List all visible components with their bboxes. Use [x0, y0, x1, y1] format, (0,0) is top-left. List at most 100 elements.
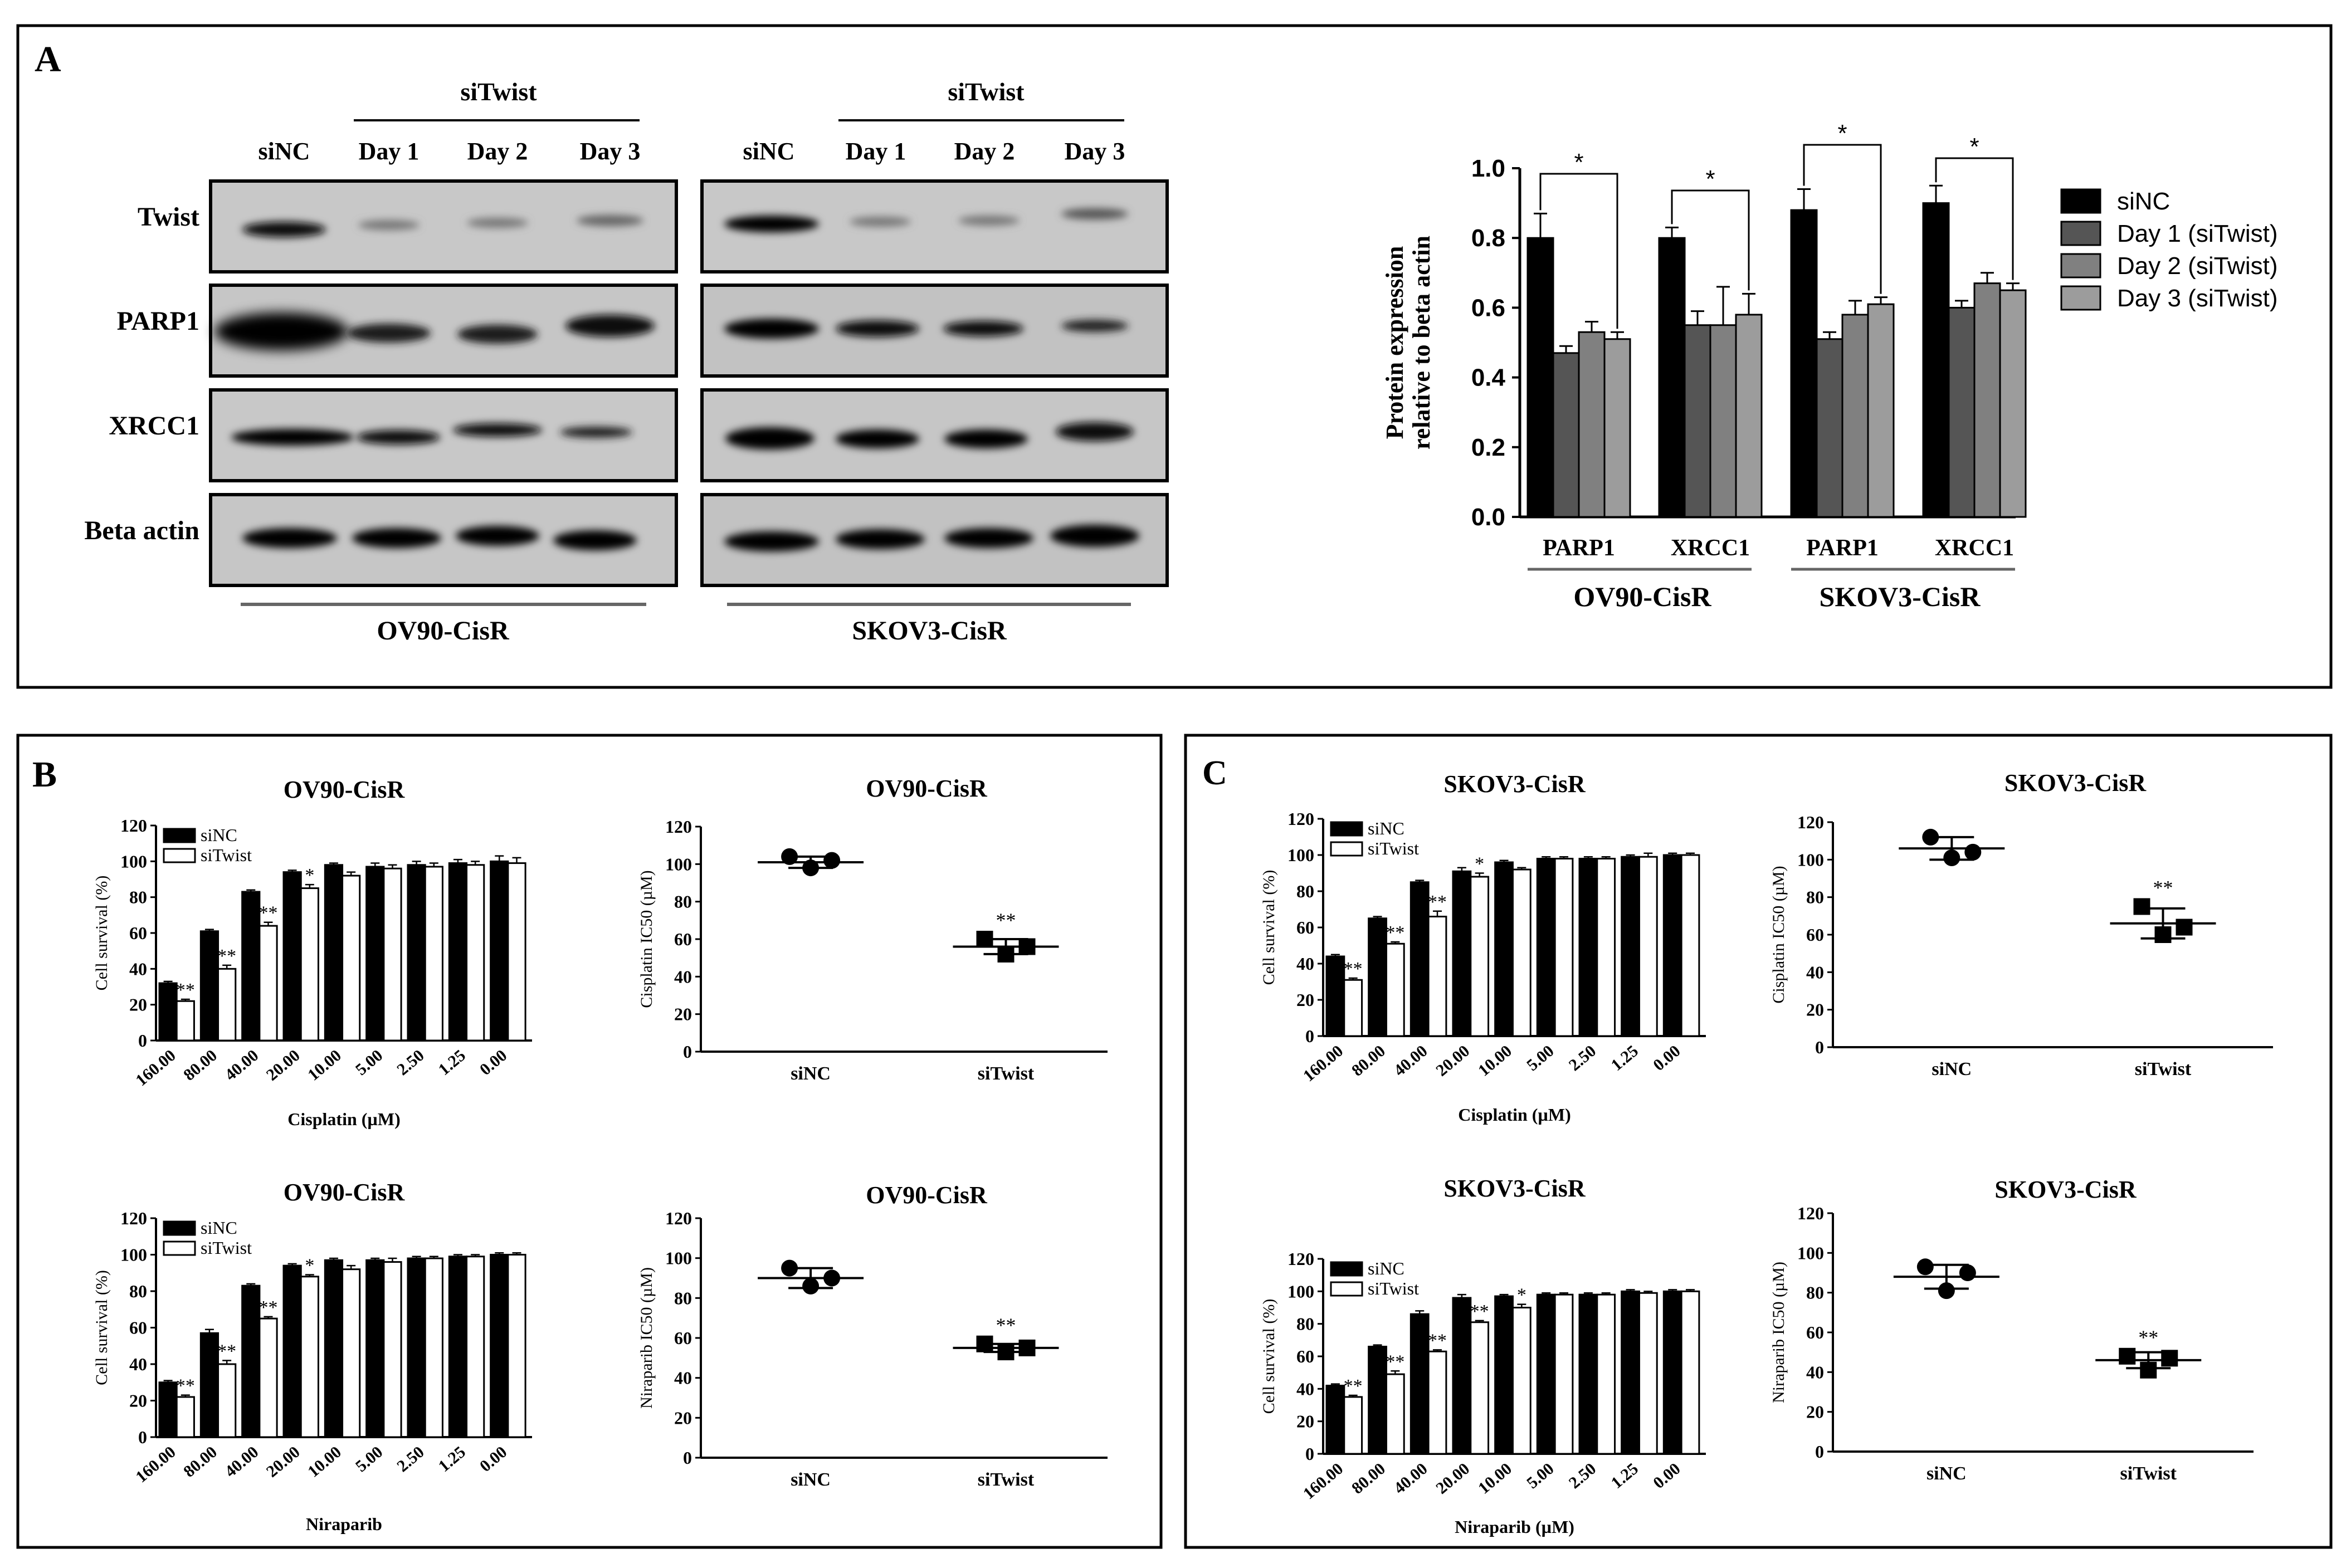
blot-row-label: Twist [138, 202, 199, 232]
x-tick-label: 40.00 [221, 1046, 262, 1085]
y-tick-label: 100 [1287, 845, 1314, 865]
y-tick-label: 60 [674, 1328, 692, 1348]
x-tick-label: 1.25 [435, 1443, 469, 1476]
bar [1638, 856, 1658, 1037]
band [577, 215, 643, 226]
lane-label: Day 3 [1065, 138, 1125, 165]
legend-label: Day 1 (siTwist) [2117, 220, 2277, 247]
bar [1638, 1292, 1658, 1455]
band [457, 325, 538, 344]
bar [448, 1256, 468, 1438]
legend-label: Day 2 (siTwist) [2117, 252, 2277, 280]
bar [282, 871, 302, 1042]
band [944, 429, 1028, 448]
x-tick-label: 80.00 [1348, 1042, 1389, 1080]
data-point [976, 931, 993, 947]
y-tick-label: 0 [1815, 1442, 1824, 1462]
bar [1343, 979, 1363, 1037]
x-axis-label: Cisplatin (µM) [1458, 1105, 1570, 1125]
legend-label: siNC [1368, 1258, 1404, 1278]
y-tick-label: 60 [1806, 1322, 1824, 1342]
panel-a-frame [16, 24, 2333, 689]
significance-marker: ** [176, 980, 195, 1000]
y-tick-label: 80 [674, 1288, 692, 1308]
data-point [997, 1344, 1015, 1361]
band [242, 528, 337, 548]
band [850, 217, 911, 227]
bar [466, 864, 485, 1042]
x-tick-label: 80.00 [1348, 1459, 1389, 1498]
bar [1343, 1396, 1363, 1455]
band [944, 528, 1033, 548]
bar [1790, 209, 1818, 518]
bar [1536, 858, 1556, 1037]
data-point [823, 852, 841, 869]
bar [1427, 1350, 1447, 1455]
panel-b-letter: B [32, 754, 57, 795]
significance-marker: ** [217, 946, 236, 966]
data-point [2176, 919, 2193, 936]
survival-chart-ov90-cisplatin: OV90-CisR 0 20 40 60 80 100 120 Cell survival (%… [92, 776, 532, 1129]
bar [424, 1257, 443, 1438]
bar [1680, 854, 1700, 1037]
band [958, 216, 1020, 226]
chart-title: SKOV3-CisR [1443, 770, 1586, 798]
y-tick-label: 0 [138, 1427, 147, 1447]
bar [1621, 856, 1640, 1037]
legend-label: siNC [1368, 818, 1404, 838]
y-tick-label: 1.0 [1471, 155, 1505, 182]
bar [300, 1276, 319, 1438]
significance-marker: ** [2153, 877, 2173, 899]
y-tick-label: 0 [1305, 1444, 1314, 1464]
y-tick-label: 80 [1296, 1314, 1314, 1334]
chart-title: SKOV3-CisR [2004, 769, 2147, 797]
bar [448, 862, 468, 1042]
y-tick-label: 20 [1806, 1000, 1824, 1020]
x-tick-label: siTwist [978, 1063, 1035, 1084]
band [560, 427, 632, 438]
significance-marker: * [1837, 120, 1847, 147]
bar [1596, 1293, 1616, 1455]
lane-label: Day 1 [359, 138, 420, 165]
y-tick-label: 120 [1797, 1203, 1824, 1223]
y-tick-label: 60 [674, 929, 692, 949]
significance-bracket [1539, 173, 1618, 329]
bar [407, 1257, 426, 1438]
y-axis-label: Protein expressionrelative to beta actin [1381, 236, 1435, 450]
y-axis-label: Cell survival (%) [1260, 870, 1278, 985]
data-point [2154, 926, 2172, 943]
x-tick-label: siNC [1932, 1059, 1972, 1079]
y-tick-label: 120 [665, 817, 692, 837]
bar [158, 982, 178, 1042]
band [836, 320, 919, 337]
band [242, 222, 326, 237]
legend-label: siNC [2117, 188, 2170, 215]
y-tick-label: 40 [1806, 962, 1824, 982]
bar [383, 867, 402, 1042]
y-tick-label: 100 [1797, 1243, 1824, 1263]
band [456, 526, 539, 546]
cell-line-label: OV90-CisR [377, 616, 510, 646]
ic50-chart-skov3-cisplatin: SKOV3-CisR 0 20 40 60 80 100 120 Cisplatin IC50 … [1769, 769, 2273, 1079]
bar [1494, 861, 1514, 1037]
significance-marker: * [1969, 133, 1979, 160]
y-axis-label: Cell survival (%) [92, 876, 111, 991]
significance-bracket [1935, 157, 2014, 280]
legend-swatch [1330, 841, 1363, 857]
y-tick-label: 20 [129, 1391, 147, 1411]
bar [1325, 1385, 1345, 1455]
bar [300, 887, 319, 1042]
x-tick-label: 5.00 [352, 1443, 386, 1476]
bar [1578, 331, 1606, 518]
legend-label: siTwist [1368, 1278, 1419, 1298]
bar [1452, 1297, 1472, 1455]
data-point [781, 848, 798, 865]
x-tick-label: 20.00 [1432, 1042, 1473, 1080]
x-tick-label: XRCC1 [1671, 535, 1750, 561]
legend-swatch [1330, 1261, 1363, 1277]
x-tick-label: 10.00 [1475, 1459, 1515, 1498]
bar [259, 1317, 278, 1438]
y-tick-label: 100 [120, 1245, 147, 1265]
bar [1409, 1313, 1430, 1455]
